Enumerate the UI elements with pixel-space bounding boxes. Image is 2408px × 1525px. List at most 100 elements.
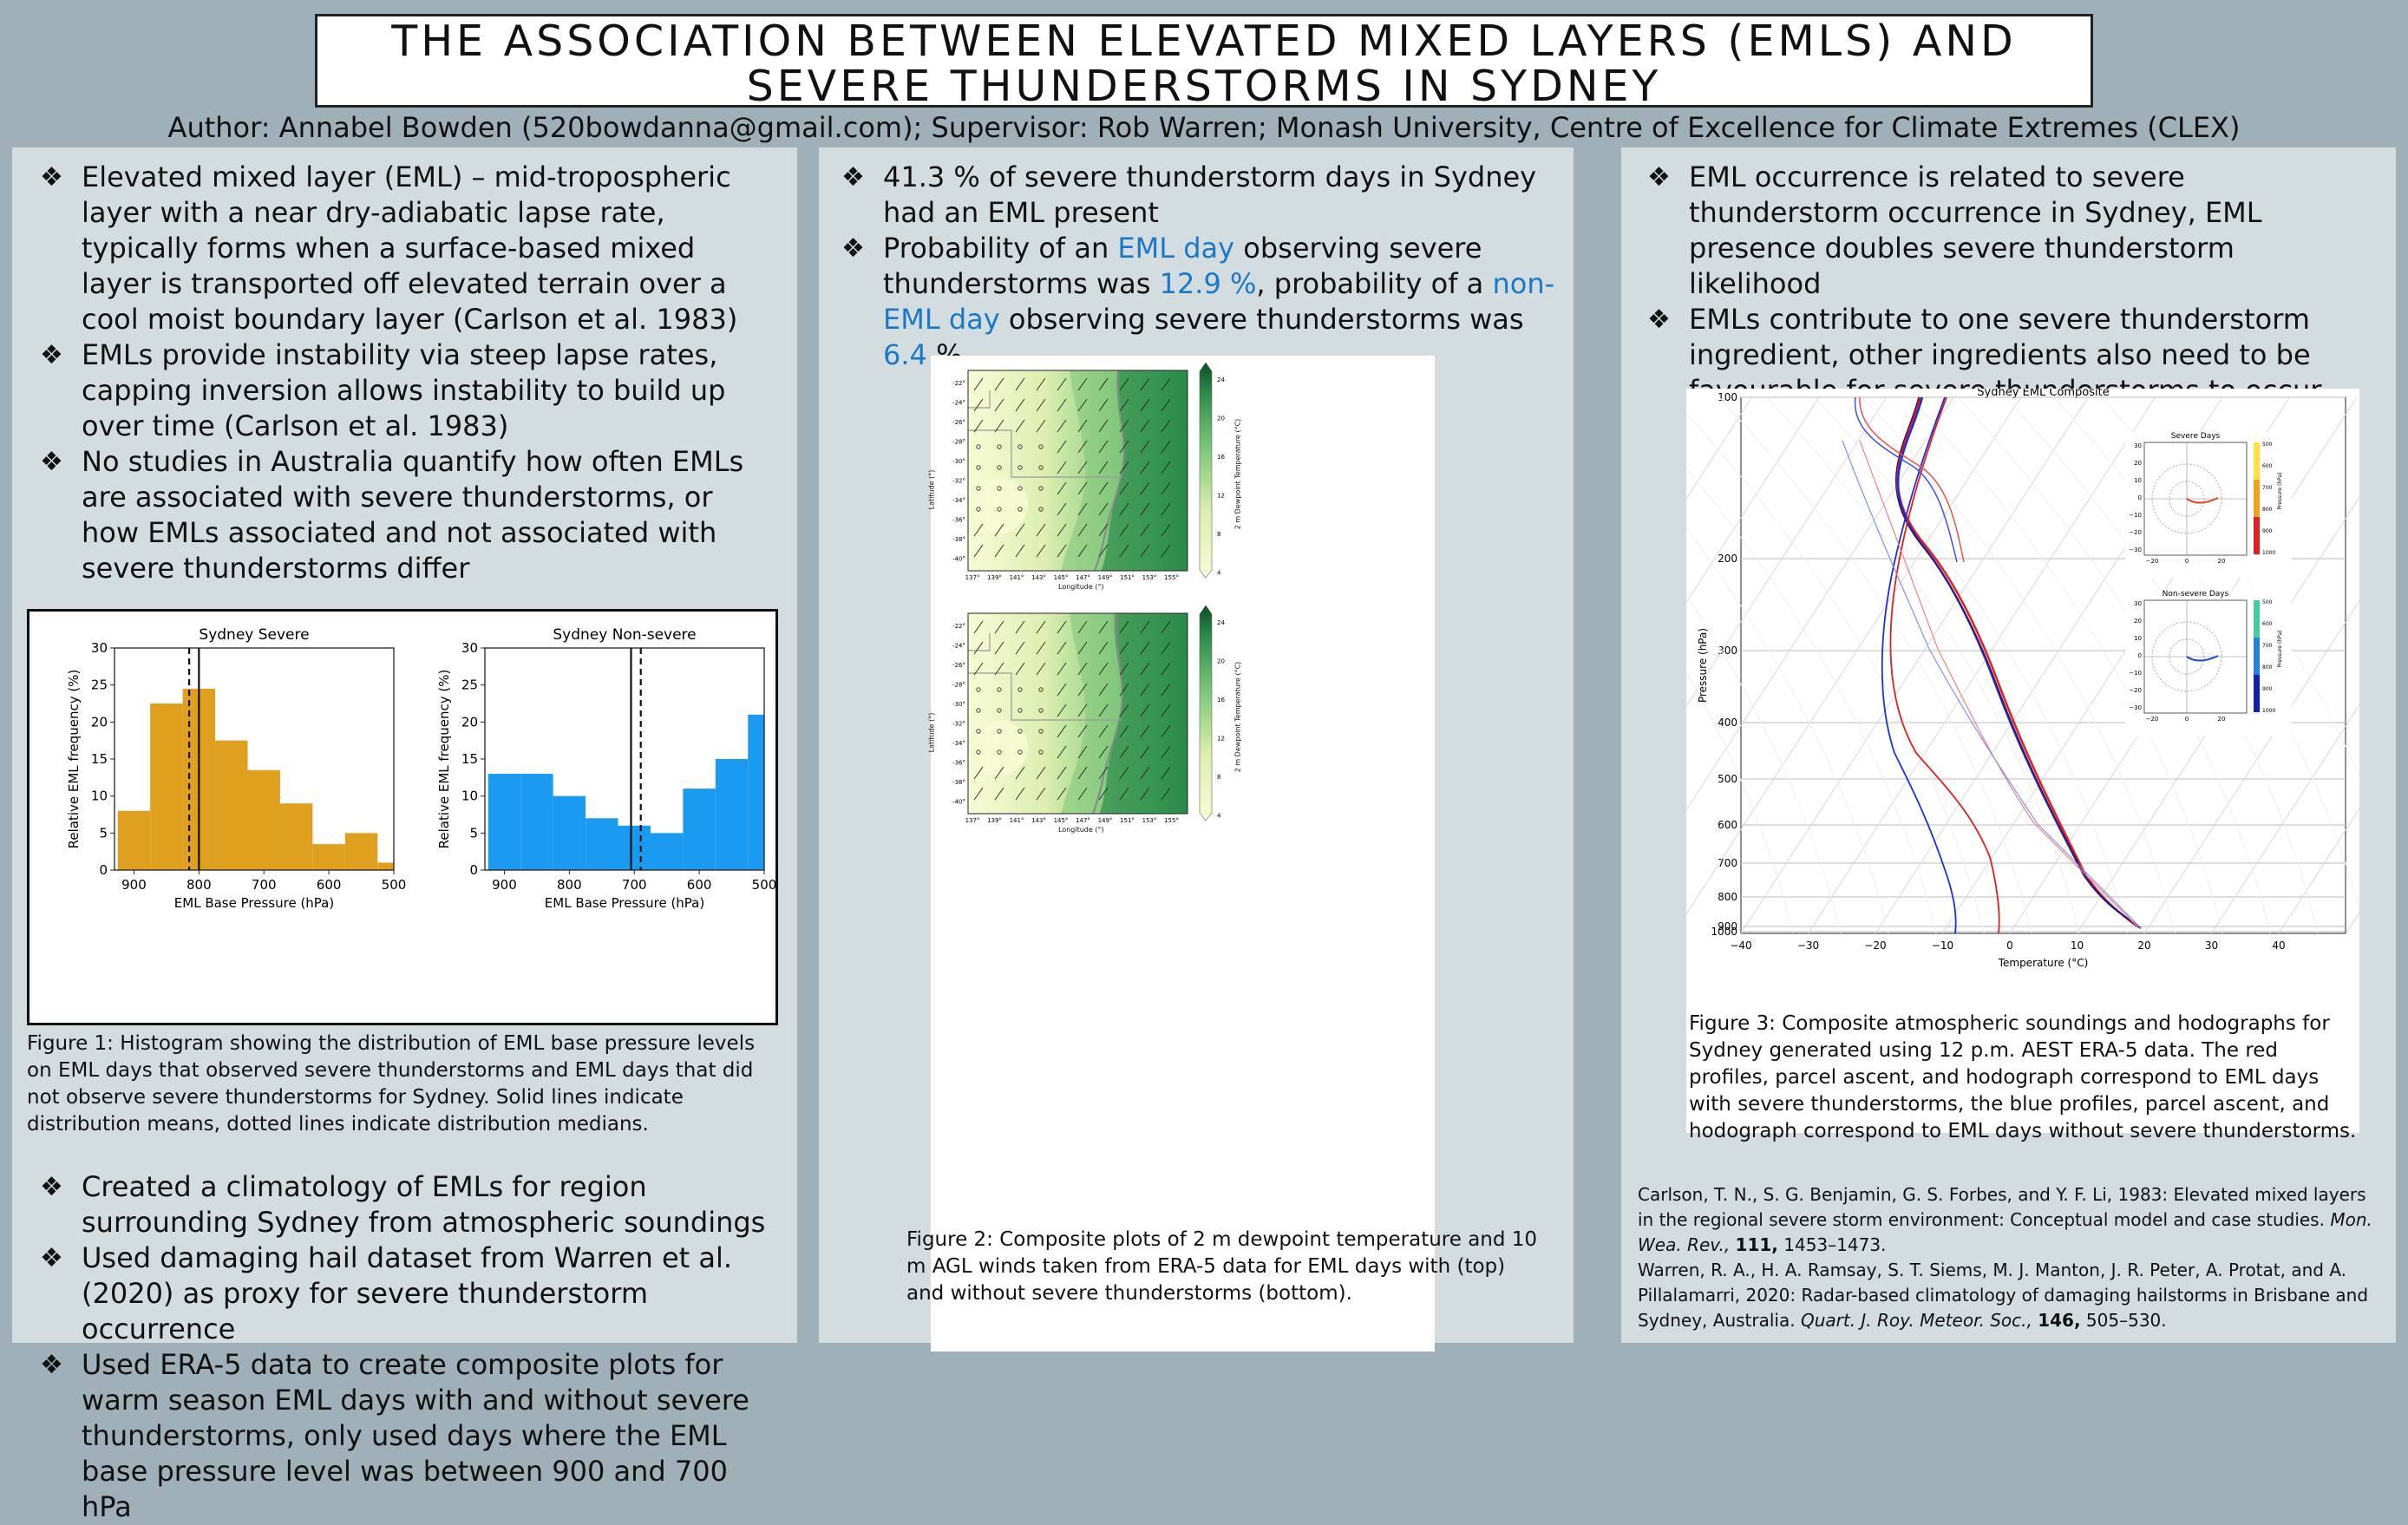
x-tick-label: 900 [121,877,147,893]
wind-barb-icon [1119,440,1129,454]
isotherm-line [1686,396,1752,500]
temp-tick-label: −40 [1730,939,1751,952]
bullet-diamond-icon: ❖ [40,340,63,370]
lat-tick-label: -34° [952,740,965,747]
calm-wind-icon [997,486,1002,491]
cbar-tick-label: 16 [1217,697,1225,704]
hodograph-y-tick: −30 [2129,547,2142,553]
wind-barb-icon [1077,662,1088,676]
lat-tick-label: -24° [952,643,965,650]
y-tick-label: 15 [91,751,108,767]
wind-barb-icon [1140,683,1150,697]
figure3-caption: Figure 3: Composite atmospheric sounding… [1689,1012,2357,1142]
wind-barb-icon [1119,724,1129,738]
x-tick-label: 500 [382,877,407,893]
lat-tick-label: -26° [952,419,965,426]
calm-wind-icon [1038,444,1044,449]
highlight-text: EML day [1117,232,1235,265]
methods-bullets: ❖ Created a climatology of EMLs for regio… [26,1169,772,1525]
x-tick-label: 900 [492,877,517,893]
lon-tick-label: 143° [1031,574,1046,581]
wind-barb-icon [1140,766,1150,780]
references: Carlson, T. N., S. G. Benjamin, G. S. Fo… [1638,1182,2384,1333]
wind-barb-icon [994,787,1004,801]
histogram-bar [377,862,394,870]
lat-tick-label: -26° [952,662,965,669]
title-line-1: THE ASSOCIATION BETWEEN ELEVATED MIXED L… [391,16,2017,66]
bullet-diamond-icon: ❖ [841,162,865,193]
histogram-bar [215,740,248,870]
hodograph-colorbar [2254,517,2260,554]
left-column: ❖ Elevated mixed layer (EML) – mid-tropos… [12,147,797,1523]
y-tick-label: 5 [99,825,108,841]
hodograph-cbar-tick: 800 [2262,664,2273,671]
isotherm-line [1808,396,2156,934]
bullet-item: ❖ Elevated mixed layer (EML) – mid-tropos… [40,160,738,336]
lat-tick-label: -22° [952,623,965,630]
wind-barb-icon [1077,440,1088,454]
cbar-tick-label: 4 [1217,570,1221,577]
figure2-caption: Figure 2: Composite plots of 2 m dewpoin… [906,1228,1538,1305]
wind-barb-icon [1161,461,1171,475]
pressure-tick-label: 100 [1718,391,1737,403]
wind-barb-icon [1015,787,1025,801]
map-top-cbar-label: 2 m Dewpoint Temperature (°C) [1233,418,1242,530]
wind-barb-icon [1098,766,1109,780]
pressure-tick-label: 300 [1718,645,1737,657]
wind-barb-icon [994,766,1004,780]
y-tick-label: 20 [461,714,478,730]
skewt-title: Sydney EML Composite [1977,389,2109,399]
lat-tick-label: -28° [952,682,965,689]
histogram-bar [150,704,183,870]
hodograph-background [2125,590,2292,736]
figure1-panel: Sydney Severe 900 800 700 600 500 0 5 10 15 20 25 30… [27,609,778,1025]
chart-title: Sydney Non-severe [553,626,696,644]
wind-barb-icon [1161,704,1171,717]
lat-tick-label: -38° [952,779,965,786]
y-axis-label: Relative EML frequency (%) [66,670,82,849]
lat-tick-label: -22° [952,380,965,387]
highlight-text: 6.4 [883,338,927,371]
dew-profile-nonsevere [1881,396,1957,934]
calm-wind-icon [1018,465,1023,470]
x-axis-label: EML Base Pressure (hPa) [174,895,334,911]
dry-adiabat-line [1686,671,1794,934]
wind-barb-icon [1140,544,1150,558]
wind-barb-icon [994,377,1004,391]
hodograph-trace [2186,655,2219,662]
wind-barb-icon [1161,544,1171,558]
y-tick-label: 25 [461,677,478,693]
wind-barb-icon [1098,502,1109,516]
wind-barb-icon [1057,502,1067,516]
wind-barb-icon [1077,724,1088,738]
hodograph-colorbar [2254,675,2260,712]
cbar-tick-label: 16 [1217,454,1225,461]
calm-wind-icon [997,729,1002,734]
wind-barb-icon [1015,766,1025,780]
map-bottom [967,612,1188,815]
map-bottom-ylabel: Latitude (°) [927,712,936,753]
wind-barb-icon [1057,766,1067,780]
wind-barb-icon [1098,523,1109,537]
bullet-item: ❖ EMLs provide instability via steep laps… [40,338,726,442]
wind-barb-icon [1015,662,1025,676]
wind-barb-icon [1119,502,1129,516]
dry-adiabat-line [1686,594,1842,934]
figure2-maps: -22° -24° -26° -28° -30° -32° -34° -36° -38° -40°… [952,362,1225,824]
wind-barb-icon [1015,523,1025,537]
temp-tick-label: 20 [2137,939,2150,952]
wind-barb-icon [1119,620,1129,634]
wind-barb-icon [1036,377,1046,391]
bullet-item: ❖ Created a climatology of EMLs for regio… [40,1170,766,1239]
calm-wind-icon [997,749,1002,755]
hodograph-colorbar [2254,638,2260,675]
lon-tick-label: 147° [1076,817,1090,824]
wind-barb-icon [1077,544,1088,558]
wind-barb-icon [1098,544,1109,558]
parcel-severe [1859,440,2138,927]
lon-tick-label: 137° [965,817,980,824]
wind-barb-icon [1077,641,1088,655]
calm-wind-icon [1038,749,1044,755]
calm-wind-icon [1018,507,1023,512]
wind-barb-icon [1015,398,1025,412]
